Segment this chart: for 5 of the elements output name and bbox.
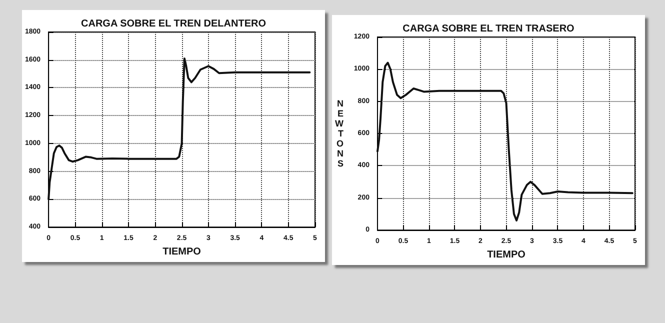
chart-title: CARGA SOBRE EL TREN TRASERO (402, 24, 575, 34)
x-axis-title: TIEMPO (162, 246, 202, 258)
chart-title: CARGA SOBRE EL TREN DELANTERO (80, 18, 266, 30)
y-axis-title: NEWTONS (334, 98, 344, 169)
x-axis-title: TIEMPO (487, 250, 526, 260)
